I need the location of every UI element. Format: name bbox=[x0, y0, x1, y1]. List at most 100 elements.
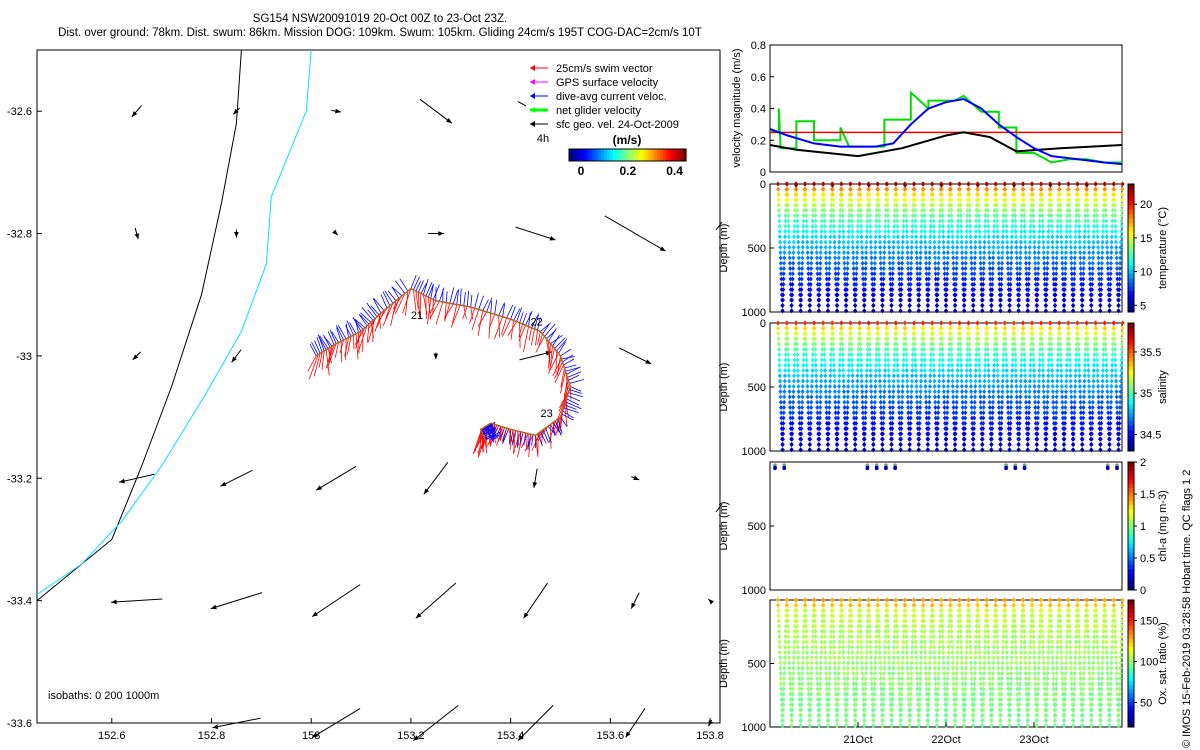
profile-panel-chlorophyll: 5001000Depth (m)00.511.52chl-a (mg m-3) bbox=[718, 457, 1169, 597]
track-day-label: 23 bbox=[541, 408, 553, 420]
profile-colorbar-segment bbox=[1128, 214, 1134, 219]
map-panel: 212223 152.6 152.8 153 153.2 153.4 153.6 153.8… bbox=[7, 50, 724, 742]
profile-colorbar-segment bbox=[1128, 438, 1134, 443]
profile-ytick-label: 500 bbox=[748, 521, 766, 533]
profile-colorbar-segment bbox=[1128, 374, 1134, 379]
profile-colorbar-segment bbox=[1128, 547, 1134, 552]
map-xtick-label: 153.6 bbox=[597, 730, 625, 742]
profile-colorbar-segment bbox=[1128, 539, 1134, 544]
profile-colorbar-segment bbox=[1128, 408, 1134, 413]
map-ytick-label: -32.8 bbox=[7, 229, 32, 241]
profile-colorbar-segment bbox=[1128, 471, 1134, 476]
colorbar-title: (m/s) bbox=[613, 133, 642, 147]
profile-colorbar-segment bbox=[1128, 201, 1134, 206]
profile-colorbar-segment bbox=[1128, 282, 1134, 287]
profile-colorbar-segment bbox=[1128, 227, 1134, 232]
profile-colorbar-segment bbox=[1128, 404, 1134, 409]
profile-colorbar-segment bbox=[1128, 299, 1134, 304]
profile-colorbar-segment bbox=[1128, 425, 1134, 430]
profile-colorbar-tick-label: 0 bbox=[1140, 585, 1146, 597]
profile-colorbar-tick-label: 5 bbox=[1140, 300, 1146, 312]
profile-colorbar-segment bbox=[1128, 505, 1134, 510]
map-xtick-label: 152.8 bbox=[198, 730, 226, 742]
profile-colorbar-segment bbox=[1128, 488, 1134, 493]
legend-label-2: dive-avg current veloc. bbox=[556, 91, 667, 103]
profile-colorbar-segment bbox=[1128, 210, 1134, 215]
profile-colorbar-segment bbox=[1128, 205, 1134, 210]
profile-colorbar-segment bbox=[1128, 522, 1134, 527]
profile-colorbar-segment bbox=[1128, 261, 1134, 266]
profile-colorbar-segment bbox=[1128, 413, 1134, 418]
profile-colorbar-segment bbox=[1128, 479, 1134, 484]
profile-sample bbox=[875, 467, 879, 471]
profile-sample bbox=[1115, 467, 1119, 471]
profile-sample bbox=[1004, 467, 1008, 471]
profile-ytick-label: 1000 bbox=[742, 585, 766, 597]
map-legend: 25cm/s swim vectorGPS surface velocitydi… bbox=[526, 58, 704, 132]
profile-colorbar-tick-label: 10 bbox=[1140, 267, 1152, 279]
profile-ytick-label: 500 bbox=[748, 382, 766, 394]
profile-colorbar-segment bbox=[1128, 466, 1134, 471]
profile-colorbar-segment bbox=[1128, 581, 1134, 586]
profile-colorbar-tick-label: 20 bbox=[1140, 199, 1152, 211]
profile-colorbar-segment bbox=[1128, 248, 1134, 253]
map-xtick-label: 153.8 bbox=[696, 730, 724, 742]
profile-colorbar-segment bbox=[1128, 442, 1134, 447]
profile-colorbar-segment bbox=[1128, 370, 1134, 375]
profile-colorbar-segment bbox=[1128, 327, 1134, 332]
profile-colorbar-segment bbox=[1128, 265, 1134, 270]
profile-colorbar-segment bbox=[1128, 573, 1134, 578]
profile-colorbar-segment bbox=[1128, 483, 1134, 488]
colorbar-tick-label: 0 bbox=[578, 164, 585, 178]
profile-panel-salinity: 05001000Depth (m)34.53535.5salinity bbox=[718, 318, 1169, 458]
profile-ytick-label: 500 bbox=[748, 243, 766, 255]
profile-ytick-label: 0 bbox=[760, 318, 766, 330]
profile-colorbar-segment bbox=[1128, 543, 1134, 548]
profile-colorbar-segment bbox=[1128, 252, 1134, 257]
profile-colorbar-segment bbox=[1128, 492, 1134, 497]
profile-colorbar-segment bbox=[1128, 500, 1134, 505]
geo-vector-head bbox=[212, 724, 218, 729]
track-day-label: 21 bbox=[411, 310, 423, 322]
profile-colorbar-segment bbox=[1128, 526, 1134, 531]
map-xtick-label: 153.2 bbox=[397, 730, 425, 742]
profile-colorbar-segment bbox=[1128, 286, 1134, 291]
map-xtick-label: 153 bbox=[302, 730, 320, 742]
map-ytick-label: -33 bbox=[16, 351, 32, 363]
profile-colorbar-segment bbox=[1128, 564, 1134, 569]
profile-colorbar-segment bbox=[1128, 577, 1134, 582]
profile-colorbar-segment bbox=[1128, 417, 1134, 422]
profile-frame bbox=[770, 462, 1122, 590]
velocity-ytick-label: 0.4 bbox=[751, 104, 766, 116]
profile-colorbar-segment bbox=[1128, 475, 1134, 480]
profile-ytick-label: 500 bbox=[748, 659, 766, 671]
profile-sample bbox=[1023, 467, 1027, 471]
profile-colorbar-segment bbox=[1128, 396, 1134, 401]
profile-colorbar-segment bbox=[1128, 303, 1134, 308]
profile-colorbar-label: chl-a (mg m-3) bbox=[1157, 490, 1169, 562]
profile-colorbar-segment bbox=[1128, 378, 1134, 383]
map-ytick-label: -32.6 bbox=[7, 106, 32, 118]
velocity-ytick-label: 0.2 bbox=[751, 135, 766, 147]
profile-colorbar-segment bbox=[1128, 257, 1134, 262]
profile-colorbar-segment bbox=[1128, 244, 1134, 249]
profile-colorbar-segment bbox=[1128, 513, 1134, 518]
profile-colorbar-segment bbox=[1128, 218, 1134, 223]
profile-colorbar-segment bbox=[1128, 535, 1134, 540]
profile-colorbar-segment bbox=[1128, 336, 1134, 341]
profile-colorbar-segment bbox=[1128, 434, 1134, 439]
profile-colorbar-label: salinity bbox=[1157, 370, 1169, 404]
profile-ylabel: Depth (m) bbox=[718, 363, 730, 412]
geo-vector-head bbox=[626, 732, 631, 738]
legend-label-3: net glider velocity bbox=[556, 105, 641, 117]
profile-sample bbox=[884, 467, 888, 471]
velocity-panel: 00.20.40.60.8 velocity magnitude (m/s) bbox=[731, 40, 1122, 179]
profile-colorbar-segment bbox=[1128, 552, 1134, 557]
profile-colorbar-tick-label: 35 bbox=[1140, 388, 1152, 400]
profile-colorbar-segment bbox=[1128, 269, 1134, 274]
profile-colorbar-segment bbox=[1128, 421, 1134, 426]
profile-sample bbox=[893, 467, 897, 471]
velocity-ytick-label: 0 bbox=[760, 167, 766, 179]
profile-colorbar-segment bbox=[1128, 188, 1134, 193]
profile-colorbar-segment bbox=[1128, 235, 1134, 240]
